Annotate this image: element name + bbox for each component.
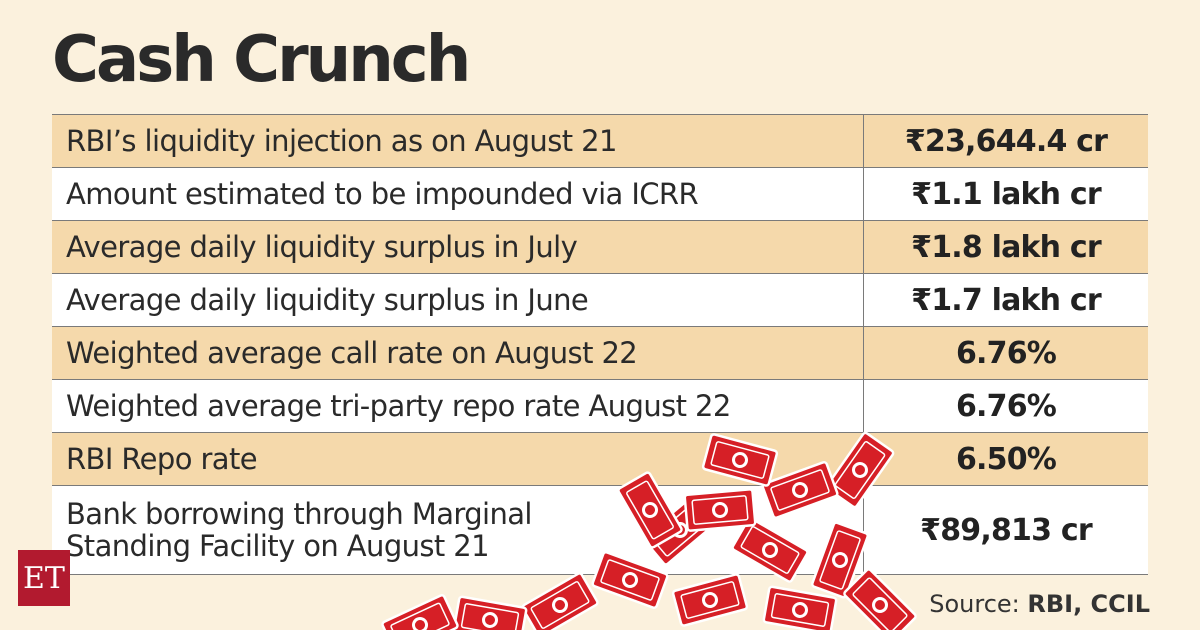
- data-table: RBI’s liquidity injection as on August 2…: [52, 114, 1148, 575]
- row-label-line: Bank borrowing through Marginal: [66, 497, 532, 531]
- row-value: ₹1.7 lakh cr: [911, 282, 1102, 318]
- source-prefix: Source:: [929, 590, 1028, 618]
- row-value: ₹23,644.4 cr: [904, 123, 1108, 159]
- table-row: Bank borrowing through Marginal Standing…: [52, 486, 1148, 574]
- table-row: Average daily liquidity surplus in June …: [52, 274, 1148, 327]
- source-note: Source: RBI, CCIL: [929, 590, 1150, 618]
- row-label: Average daily liquidity surplus in July: [52, 221, 864, 273]
- row-label: RBI Repo rate: [52, 433, 864, 485]
- table-row: Weighted average call rate on August 22 …: [52, 327, 1148, 380]
- table-row: RBI Repo rate 6.50%: [52, 433, 1148, 486]
- table-row: RBI’s liquidity injection as on August 2…: [52, 115, 1148, 168]
- table-row: Weighted average tri-party repo rate Aug…: [52, 380, 1148, 433]
- row-value: 6.76%: [955, 335, 1057, 371]
- row-value: ₹1.1 lakh cr: [911, 176, 1102, 212]
- row-value: ₹89,813 cr: [920, 512, 1092, 548]
- page-title: Cash Crunch: [52, 23, 471, 97]
- row-value: 6.76%: [955, 388, 1057, 424]
- row-label: Average daily liquidity surplus in June: [52, 274, 864, 326]
- source-names: RBI, CCIL: [1027, 590, 1150, 618]
- row-label: Weighted average call rate on August 22: [52, 327, 864, 379]
- row-value: ₹1.8 lakh cr: [911, 229, 1102, 265]
- table-row: Average daily liquidity surplus in July …: [52, 221, 1148, 274]
- row-label: Weighted average tri-party repo rate Aug…: [52, 380, 864, 432]
- row-label: Bank borrowing through Marginal Standing…: [52, 486, 864, 574]
- et-logo: ET: [18, 550, 70, 606]
- row-label-line: Standing Facility on August 21: [66, 529, 490, 563]
- row-label: Amount estimated to be impounded via ICR…: [52, 168, 864, 220]
- table-row: Amount estimated to be impounded via ICR…: [52, 168, 1148, 221]
- row-value: 6.50%: [955, 441, 1057, 477]
- row-label: RBI’s liquidity injection as on August 2…: [52, 115, 864, 167]
